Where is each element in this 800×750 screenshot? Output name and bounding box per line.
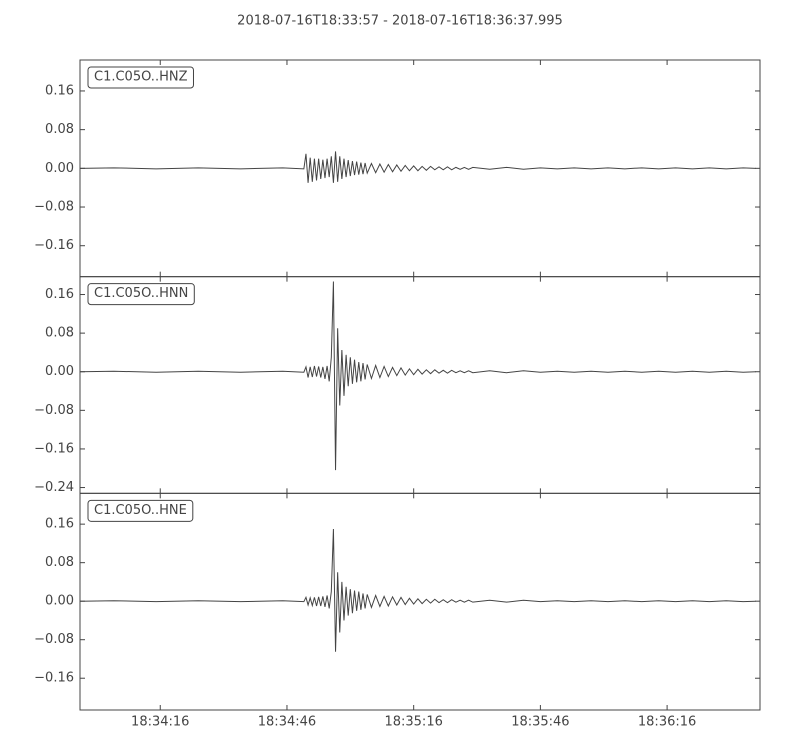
trace	[79, 528, 756, 652]
y-tick-label: −0.16	[34, 671, 74, 686]
y-tick-label: −0.08	[34, 632, 74, 647]
x-tick-label: 18:34:46	[258, 715, 316, 730]
legend-label: C1.C05O..HNZ	[94, 70, 188, 85]
x-tick-label: 18:34:16	[131, 715, 189, 730]
legend-label: C1.C05O..HNN	[94, 286, 188, 301]
panel-frame	[79, 276, 761, 494]
trace	[79, 281, 756, 471]
y-tick-label: 0.08	[45, 555, 74, 570]
y-tick-label: −0.24	[34, 480, 74, 495]
chart-title: 2018-07-16T18:33:57 - 2018-07-16T18:36:3…	[237, 14, 563, 29]
y-tick-label: 0.08	[45, 326, 74, 341]
y-tick-label: 0.16	[45, 517, 74, 532]
panel-frame	[79, 492, 761, 711]
legend-box	[87, 66, 194, 89]
legend-box	[87, 499, 194, 522]
x-tick-label: 18:35:46	[511, 715, 569, 730]
y-tick-label: −0.16	[34, 238, 74, 253]
y-tick-label: −0.08	[34, 403, 74, 418]
legend-label: C1.C05O..HNE	[94, 503, 187, 518]
legend: C1.C05O..HNE	[87, 499, 194, 522]
y-tick-label: −0.16	[34, 441, 74, 456]
legend: C1.C05O..HNN	[87, 283, 195, 306]
trace	[79, 151, 756, 183]
y-tick-label: −0.08	[34, 200, 74, 215]
y-tick-label: 0.00	[45, 594, 74, 609]
legend-box	[87, 283, 195, 306]
y-tick-label: 0.08	[45, 122, 74, 137]
y-tick-label: 0.00	[45, 364, 74, 379]
legend: C1.C05O..HNZ	[87, 66, 194, 89]
x-tick-label: 18:36:16	[638, 715, 696, 730]
y-tick-label: 0.16	[45, 83, 74, 98]
x-tick-label: 18:35:16	[384, 715, 442, 730]
y-tick-label: 0.16	[45, 287, 74, 302]
y-tick-label: 0.00	[45, 161, 74, 176]
